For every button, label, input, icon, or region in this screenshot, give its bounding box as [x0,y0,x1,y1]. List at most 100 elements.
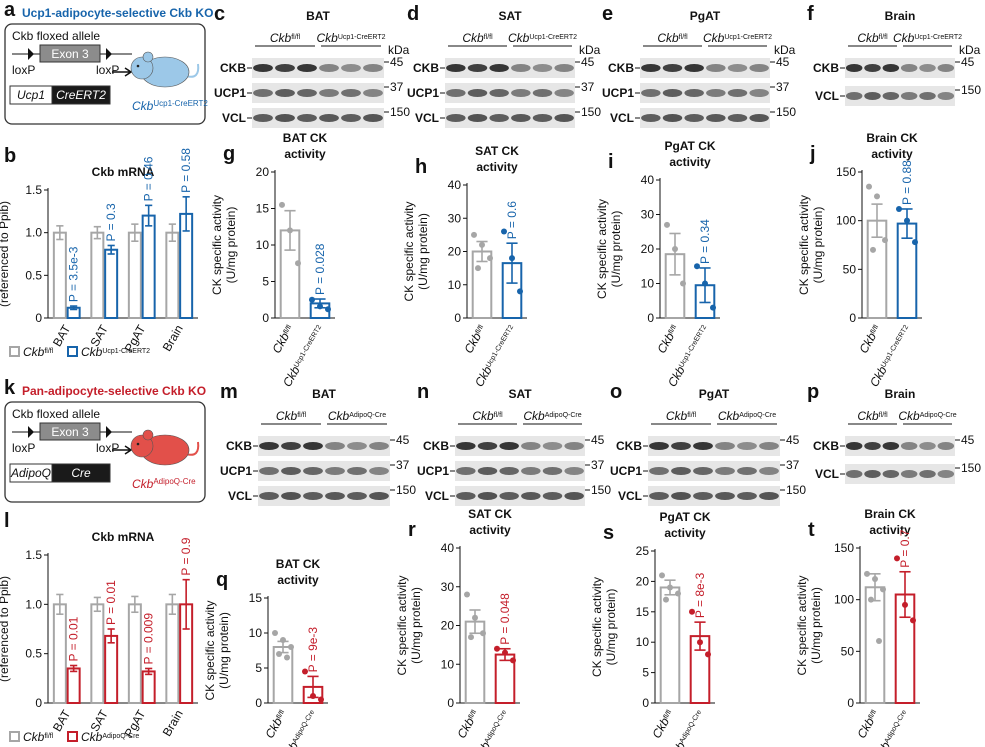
row-label: VCL [228,489,252,503]
group-label: Ckbfl/fl [462,31,493,45]
blot-band [489,89,509,97]
loxp-label: loxP [96,441,119,455]
data-point [288,644,294,650]
y-tick-label: 0 [849,311,856,325]
mouse-ear [142,429,154,441]
group-label: CkbAdipoQ-Cre [328,409,386,423]
group-label-sup: AdipoQ-Cre [349,412,386,419]
y-axis-label: CK specific activity [797,195,811,295]
mouse-ear [142,51,154,63]
legend-label-base: Ckb [81,730,103,744]
row-label: VCL [222,111,246,125]
group-label-sup: fl/fl [484,34,493,41]
data-point [272,630,278,636]
error-bar [107,244,115,255]
blot-band [919,92,936,100]
blot-band [684,89,704,97]
x-tick-label: Brain [160,708,186,739]
legend-label-base: Ckb [23,730,45,744]
y-tick-label: 150 [836,165,856,179]
y-tick-label: 30 [441,580,455,594]
blot-title: BAT [306,9,330,23]
blot-title: SAT [498,9,522,23]
legend-swatch [9,346,20,357]
data-point [302,668,308,675]
blot-band [937,64,955,72]
row-label: UCP1 [220,464,252,478]
marker-label: 45 [591,433,605,447]
x-tick-label: Ckbfl/fl [454,707,481,741]
error-bar [145,667,153,676]
panel-letter: e [602,3,613,25]
data-point [874,193,880,200]
error-bar [168,593,176,616]
blot-band [542,467,563,475]
y-axis-label: (U/mg protein) [416,213,430,290]
marker-label: 37 [591,458,605,472]
blot-band [297,89,317,97]
x-tick-label: Ckbfl/fl [262,707,289,741]
blot-title: Brain [885,387,916,401]
blot-band [662,89,683,97]
y-tick-label: 10 [441,657,455,671]
mouse-label: CkbUcp1-CreERT2 [132,99,208,114]
group-label-base: Ckb [328,409,350,423]
blot-band [649,442,669,450]
group-label: CkbUcp1-CreERT2 [703,31,772,45]
group-label-sup: fl/fl [297,412,306,419]
legend-swatch [67,731,78,742]
group-label-base: Ckb [898,409,920,423]
row-label: VCL [415,111,439,125]
x-tick-label-base: Ckb [665,739,688,747]
marker-label: 150 [786,483,806,497]
driver-label: CreERT2 [56,88,106,102]
blot-title: SAT [508,387,532,401]
data-point [276,651,282,657]
group-label-base: Ckb [270,31,292,45]
blot-band [554,89,574,97]
x-tick-label-sup: fl/fl [467,708,478,720]
group-label-sup: Ucp1-CreERT2 [529,34,577,41]
row-label: CKB [220,61,246,75]
error-bar [93,596,101,613]
data-point [318,696,324,703]
error-bar [93,225,101,240]
bar [52,231,67,320]
y-axis-label: CK specific activity [402,201,416,301]
x-tick-label: Ckbfl/fl [269,322,296,356]
marker-label: 37 [396,458,410,472]
p-value-label: P = 0.048 [498,593,512,645]
blot-band [759,467,779,475]
error-bar [899,570,911,619]
mouse-eye [136,64,140,68]
data-point [479,241,485,248]
chart-title: activity [871,147,913,161]
blot-band [499,467,519,475]
marker-label: 45 [961,433,975,447]
marker-label: 45 [390,55,404,69]
blot-band [325,467,345,475]
blot-band [297,114,317,122]
blot-band [511,89,531,97]
blot-band [715,442,735,450]
y-tick-label: 100 [836,214,856,228]
blot-band [446,89,466,97]
data-point [866,183,872,190]
chart-title: PgAT CK [659,510,710,524]
marker-label: 45 [961,55,975,69]
data-point [870,246,876,253]
y-tick-label: 10 [256,238,270,252]
x-tick-label-sup: fl/fl [474,323,485,335]
chart-title: activity [664,526,706,540]
group-label: Ckbfl/fl [857,31,888,45]
data-point [864,570,870,577]
blot-band [499,442,519,450]
blot-band [369,492,389,500]
blot-band [297,64,317,72]
y-tick-label: 20 [641,242,655,256]
blot-band [259,467,279,475]
loxp-site [106,48,112,60]
error-bar [131,223,139,242]
blot-band [303,492,323,500]
data-point [464,591,470,598]
